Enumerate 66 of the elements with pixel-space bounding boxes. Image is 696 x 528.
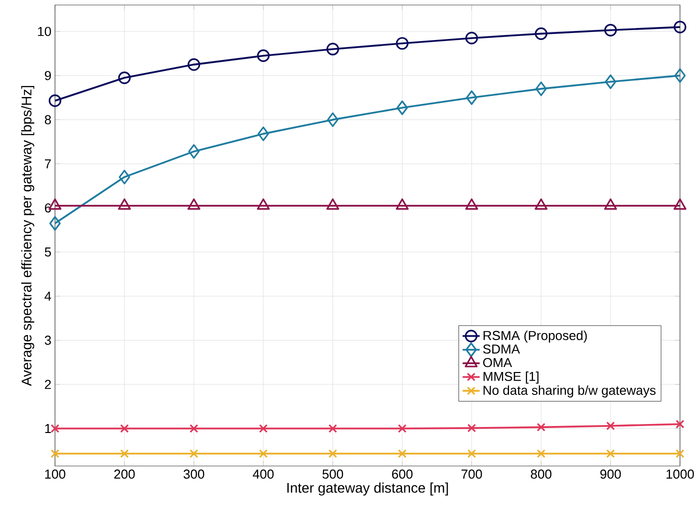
point <box>118 170 130 184</box>
point <box>50 449 60 458</box>
point <box>398 449 407 458</box>
point <box>606 449 615 458</box>
point <box>396 37 409 50</box>
x-tick-label: 400 <box>252 470 274 479</box>
y-axis-title: Average spectral efficiency per gateway [bps/Hz] <box>21 86 34 386</box>
y-tick-label: 8 <box>44 115 51 124</box>
point <box>48 94 62 108</box>
point <box>328 424 338 433</box>
y-tick-label: 2 <box>44 380 51 389</box>
point <box>120 449 129 458</box>
x-tick-label: 900 <box>600 470 621 479</box>
y-tick-label: 5 <box>44 248 51 257</box>
point <box>188 58 200 71</box>
point <box>258 126 270 142</box>
point <box>467 449 476 458</box>
y-tick-label: 9 <box>44 70 51 80</box>
y-tick-label: 4 <box>44 292 52 301</box>
point <box>396 100 408 116</box>
x-tick-label: 600 <box>392 470 413 479</box>
point <box>536 449 546 458</box>
x-tick-label: 300 <box>184 470 204 479</box>
point <box>536 422 546 432</box>
point <box>674 20 686 34</box>
point <box>676 420 684 428</box>
point <box>328 449 338 458</box>
point <box>188 144 200 159</box>
point <box>535 82 547 96</box>
point <box>258 424 268 433</box>
y-tick-label: 7 <box>44 159 51 168</box>
point <box>327 112 338 127</box>
x-tick-label: 500 <box>322 470 344 479</box>
point <box>326 42 340 56</box>
legend-label: SDMA <box>483 344 520 354</box>
point <box>120 424 129 433</box>
point <box>118 71 131 84</box>
point <box>466 90 478 105</box>
legend-label: No data sharing b/w gateways <box>484 385 656 398</box>
legend-label: OMA <box>483 358 512 368</box>
x-tick-label: 700 <box>462 470 482 479</box>
x-axis-title: Inter gateway distance [m] <box>287 482 448 496</box>
point <box>676 449 684 458</box>
point <box>465 32 478 44</box>
point <box>398 424 407 433</box>
legend-label: MMSE [1] <box>484 372 538 384</box>
x-tick-label: 800 <box>530 470 552 479</box>
point <box>50 424 60 433</box>
point <box>467 424 476 432</box>
point <box>534 27 548 40</box>
point <box>606 422 615 430</box>
x-tick-label: 1000 <box>666 470 694 479</box>
y-tick-label: 10 <box>38 26 51 36</box>
point <box>190 424 198 433</box>
point <box>190 449 198 458</box>
point <box>604 24 617 36</box>
point <box>604 74 616 90</box>
y-tick-label: 1 <box>45 424 51 433</box>
point <box>257 49 270 62</box>
y-tick-label: 3 <box>44 336 51 345</box>
x-tick-label: 200 <box>114 470 135 479</box>
point <box>258 449 268 458</box>
legend-label: RSMA (Proposed) <box>484 330 587 343</box>
point <box>49 216 61 231</box>
point <box>674 68 686 83</box>
x-tick-label: 100 <box>45 470 66 479</box>
